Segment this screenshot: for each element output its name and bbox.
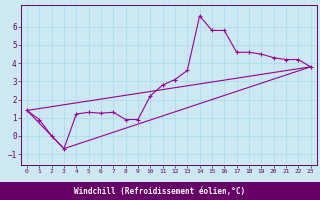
Text: Windchill (Refroidissement éolien,°C): Windchill (Refroidissement éolien,°C) — [75, 187, 245, 196]
